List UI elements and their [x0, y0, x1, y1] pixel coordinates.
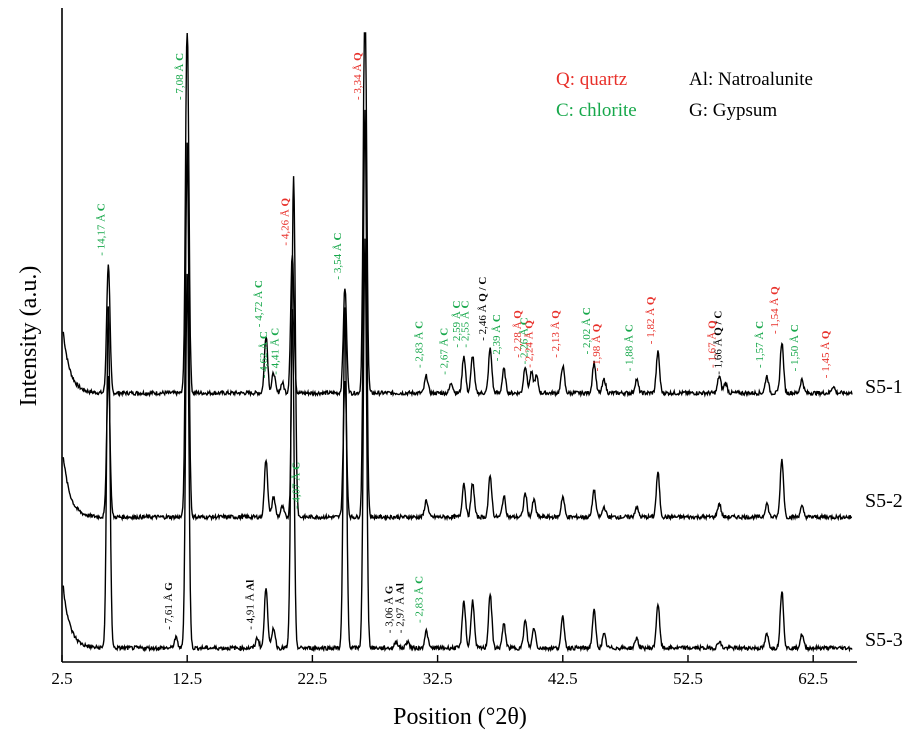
peak-annotation: - 1,98 Å Q [591, 323, 603, 371]
peak-annotation: - 1,67 Å Q [706, 320, 718, 368]
peak-annotation: - 3,54 Å C [332, 232, 344, 279]
x-tick-label: 42.5 [548, 669, 578, 688]
peak-annotation: - 2,97 Å Al [395, 583, 407, 633]
peak-annotation: - 2,02 Å C [581, 307, 593, 354]
peak-annotation: - 2,67 Å C [438, 328, 450, 375]
trace-s5-3 [62, 238, 853, 653]
peak-annotation: - 2,83 Å C [413, 576, 425, 623]
x-tick-label: 32.5 [423, 669, 453, 688]
x-axis-title: Position (°2θ) [393, 704, 527, 730]
peak-annotation: - 2,55 Å C [460, 300, 472, 347]
sample-labels: S5-1 S5-2 S5-3 [865, 376, 903, 651]
x-tick-label: 12.5 [172, 669, 202, 688]
x-ticks: 2.5 12.5 22.5 32.5 42.5 52.5 62.5 [51, 655, 828, 688]
trace-s5-1 [62, 32, 853, 398]
legend-entry-quartz: Q: quartz [556, 69, 627, 90]
diffraction-traces [62, 32, 853, 653]
peak-annotation: - 4,07 Å C [291, 462, 303, 509]
peak-annotation: - 1,82 Å Q [645, 296, 657, 344]
peak-annotation: - 2,24 Å Q [524, 320, 536, 368]
peak-annotation: - 4,26 Å Q [279, 197, 291, 245]
peak-annotation: - 1,57 Å C [754, 321, 766, 368]
y-axis-title: Intensity (a.u.) [16, 266, 42, 407]
peak-annotation: - 2,83 Å C [413, 321, 425, 368]
x-tick-label: 62.5 [798, 669, 828, 688]
peak-annotation: - 3,34 Å Q [352, 52, 364, 100]
legend-entry-natroalunite: Al: Natroalunite [689, 69, 813, 90]
legend: Q: quartz C: chlorite Al: Natroalunite G… [556, 69, 813, 121]
x-tick-label: 52.5 [673, 669, 703, 688]
peak-annotation: - 1,54 Å Q [769, 286, 781, 334]
peak-annotation: - 4,62 Å C [258, 331, 270, 378]
peak-annotation: - 1,45 Å Q [820, 330, 832, 378]
peak-annotation: - 4,72 Å C [253, 280, 265, 327]
peak-annotation: - 2,59 Å C [451, 300, 463, 347]
peak-annotation: - 2,13 Å Q [550, 310, 562, 358]
sample-label-s5-2: S5-2 [865, 490, 903, 512]
peak-annotation: - 2,39 Å C [491, 314, 503, 361]
peak-annotation: - 4,41 Å C [269, 328, 281, 375]
peak-annotation: - 1,66 Å Q / C [713, 311, 725, 375]
peak-annotation: - 2,26 Å C [519, 317, 531, 364]
axes [61, 8, 857, 663]
peak-annotations: - 14,17 Å C - 7,08 Å C - 4,72 Å C - 4,62 Å … [95, 52, 832, 633]
trace-s5-2 [62, 109, 853, 522]
peak-annotation: - 2,28 Å Q [512, 310, 524, 358]
sample-label-s5-1: S5-1 [865, 376, 903, 398]
legend-entry-gypsum: G: Gypsum [689, 100, 777, 121]
peak-annotation: - 1,88 Å C [624, 324, 636, 371]
sample-label-s5-3: S5-3 [865, 629, 903, 651]
peak-annotation: - 1,50 Å C [789, 324, 801, 371]
peak-annotation: - 4,91 Å Al [244, 580, 256, 630]
peak-annotation: - 7,08 Å C [174, 53, 186, 100]
peak-annotation: - 7,61 Å G [163, 582, 175, 630]
x-tick-label: 2.5 [51, 669, 72, 688]
peak-annotation: - 14,17 Å C [95, 203, 107, 256]
x-tick-label: 22.5 [298, 669, 328, 688]
legend-entry-chlorite: C: chlorite [556, 100, 637, 121]
peak-annotation: - 2,46 Å Q / C [477, 277, 489, 341]
peak-annotation: - 3,06 Å G [383, 585, 395, 633]
